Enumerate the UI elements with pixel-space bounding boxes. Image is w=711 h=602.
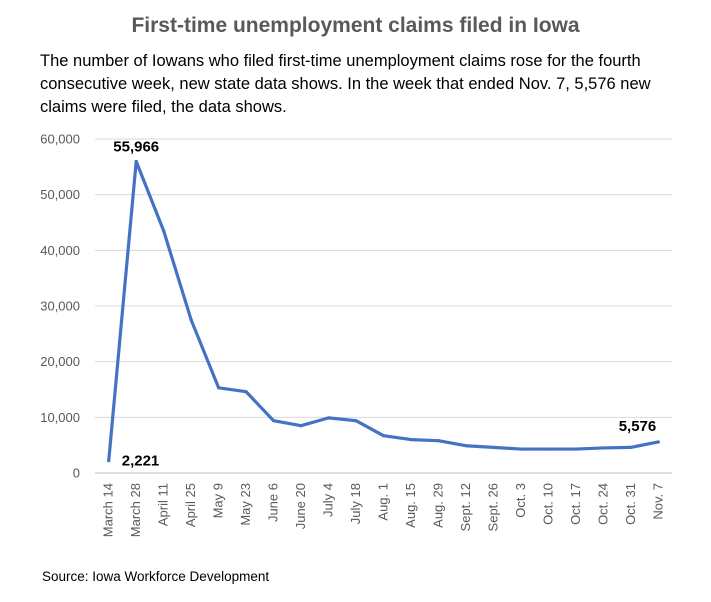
gridlines <box>95 138 672 418</box>
data-point <box>271 419 276 423</box>
x-tick-label: Aug. 1 <box>376 483 391 521</box>
data-point <box>629 445 633 449</box>
x-tick-label: Oct. 31 <box>623 483 638 525</box>
data-point <box>354 419 358 423</box>
x-tick-label: Aug. 29 <box>430 483 445 528</box>
y-tick-label: 20,000 <box>40 354 80 369</box>
x-tick-label: May 23 <box>238 483 253 526</box>
data-point <box>244 390 248 394</box>
x-tick-label: March 14 <box>101 483 116 537</box>
data-point <box>107 459 111 463</box>
data-point <box>326 416 331 420</box>
y-tick-label: 50,000 <box>40 187 80 202</box>
y-axis: 0 10,000 20,000 30,000 40,000 50,000 60,000 <box>40 132 80 481</box>
x-tick-label: Oct. 17 <box>568 483 583 525</box>
x-tick-label: April 25 <box>183 483 198 527</box>
data-point <box>217 386 221 390</box>
data-point <box>574 447 578 451</box>
data-point <box>134 159 138 164</box>
data-labels: 2,221 55,966 5,576 <box>113 138 656 469</box>
data-label: 5,576 <box>619 418 657 435</box>
x-tick-label: May 9 <box>211 483 226 518</box>
y-tick-label: 0 <box>73 466 80 481</box>
x-axis: March 14 March 28 April 11 April 25 May 9 May… <box>95 472 672 537</box>
x-tick-label: July 4 <box>321 483 336 517</box>
x-tick-label: March 28 <box>128 483 143 537</box>
x-tick-label: Aug. 15 <box>403 483 418 528</box>
data-point <box>519 447 523 451</box>
data-label: 2,221 <box>122 453 160 470</box>
data-point <box>601 446 605 450</box>
x-tick-label: June 20 <box>293 483 308 529</box>
data-point <box>189 318 193 322</box>
x-tick-label: June 6 <box>266 483 281 522</box>
y-tick-label: 30,000 <box>40 299 80 314</box>
data-point <box>546 447 550 451</box>
x-tick-label: April 11 <box>156 483 171 526</box>
data-point <box>464 444 468 448</box>
data-point <box>162 229 166 233</box>
x-tick-label: Oct. 3 <box>513 483 528 518</box>
data-point <box>299 424 303 428</box>
x-tick-label: July 18 <box>348 483 363 524</box>
x-tick-label: Nov. 7 <box>650 483 665 520</box>
chart-subtitle: The number of Iowans who filed first-tim… <box>40 52 651 116</box>
source-note: Source: Iowa Workforce Development <box>42 569 270 584</box>
x-tick-label: Sept. 26 <box>485 483 500 531</box>
y-tick-label: 60,000 <box>40 132 80 147</box>
series-line <box>107 159 660 463</box>
y-tick-label: 40,000 <box>40 243 80 258</box>
data-point <box>656 440 660 444</box>
data-label: 55,966 <box>113 138 159 155</box>
y-tick-label: 10,000 <box>40 410 80 425</box>
data-point <box>436 439 441 443</box>
chart-title: First-time unemployment claims filed in … <box>131 14 580 37</box>
x-tick-label: Oct. 10 <box>540 483 555 525</box>
data-point <box>409 438 413 442</box>
data-point <box>491 445 496 449</box>
data-point <box>381 434 386 438</box>
series-layer <box>107 159 660 463</box>
x-tick-label: Oct. 24 <box>595 483 610 525</box>
x-tick-label: Sept. 12 <box>458 483 473 531</box>
